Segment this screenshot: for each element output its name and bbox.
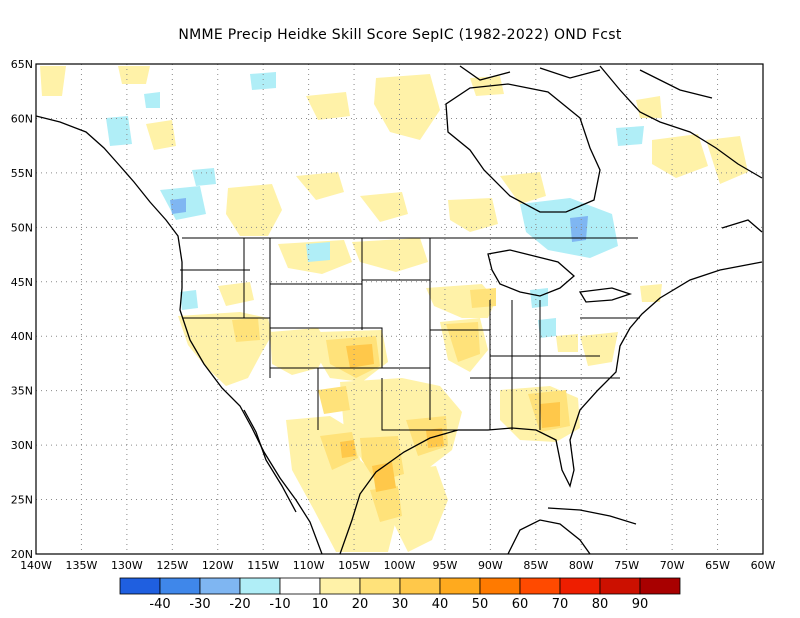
map-title: NMME Precip Heidke Skill Score SepIC (19… (178, 27, 622, 43)
lat-tick-label: 30N (11, 439, 33, 452)
cuba (547, 507, 637, 525)
colorbar-swatch (599, 577, 641, 595)
lon-tick-label: 110W (293, 559, 325, 572)
colorbar-swatch (159, 577, 201, 595)
colorbar-swatch (479, 577, 521, 595)
lat-tick-label: 35N (11, 385, 33, 398)
gulf-coast (339, 261, 763, 554)
colorbar-swatch (559, 577, 601, 595)
lat-tick-label: 55N (11, 167, 33, 180)
lon-tick-label: 95W (433, 559, 458, 572)
colorbar-swatch (399, 577, 441, 595)
colorbar-label: 60 (512, 597, 529, 612)
colorbar-swatch (199, 577, 241, 595)
colorbar-swatch (319, 577, 361, 595)
arctic-islands (459, 65, 713, 99)
colorbar (119, 577, 681, 595)
newfoundland (721, 219, 763, 233)
colorbar-label: -30 (189, 597, 210, 612)
latitude-ticks: 65N 60N 55N 50N 45N 40N 35N 30N 25N 20N (11, 58, 33, 561)
colorbar-label: -10 (269, 597, 290, 612)
lon-tick-label: 135W (66, 559, 98, 572)
lat-tick-label: 60N (11, 112, 33, 125)
colorbar-label: 80 (592, 597, 609, 612)
lat-tick-label: 40N (11, 330, 33, 343)
colorbar-swatch (239, 577, 281, 595)
lon-tick-label: 125W (156, 559, 188, 572)
colorbar-label: 20 (352, 597, 369, 612)
west-coast (36, 115, 323, 554)
colorbar-labels: -40 -30 -20 -10 10 20 30 40 50 60 70 80 90 (149, 597, 648, 612)
lat-tick-label: 45N (11, 276, 33, 289)
lon-tick-label: 80W (569, 559, 594, 572)
colorbar-label: 70 (552, 597, 569, 612)
lon-tick-label: 140W (20, 559, 52, 572)
colorbar-label: 90 (632, 597, 649, 612)
baja-peninsula (243, 409, 297, 513)
lon-tick-label: 90W (478, 559, 503, 572)
lon-tick-label: 120W (202, 559, 234, 572)
colorbar-label: 10 (312, 597, 329, 612)
lon-tick-label: 85W (523, 559, 548, 572)
yucatan (507, 519, 591, 554)
lat-tick-label: 20N (11, 548, 33, 561)
colorbar-label: -20 (229, 597, 250, 612)
colorbar-swatch (279, 577, 321, 595)
colorbar-swatch (359, 577, 401, 595)
lon-tick-label: 100W (384, 559, 416, 572)
colorbar-swatch (519, 577, 561, 595)
lon-tick-label: 105W (338, 559, 370, 572)
shading-10-20 (40, 66, 748, 552)
colorbar-swatch (639, 577, 681, 595)
colorbar-label: 40 (432, 597, 449, 612)
lon-tick-label: 65W (705, 559, 730, 572)
colorbar-label: 30 (392, 597, 409, 612)
hudson-bay (445, 83, 601, 213)
shading-minus20-30 (170, 198, 588, 242)
colorbar-label: 50 (472, 597, 489, 612)
state-borders (180, 237, 640, 431)
colorbar-swatch (439, 577, 481, 595)
lat-tick-label: 25N (11, 494, 33, 507)
lat-tick-label: 50N (11, 221, 33, 234)
shading-30-40 (340, 344, 560, 492)
lon-tick-label: 75W (614, 559, 639, 572)
colorbar-label: -40 (149, 597, 170, 612)
skill-shading (40, 66, 748, 552)
shading-minus10-20 (106, 72, 644, 338)
colorbar-swatch (119, 577, 161, 595)
longitude-ticks: 140W 135W 130W 125W 120W 115W 110W 105W 100W 95W 9… (20, 559, 775, 572)
map-frame (35, 63, 764, 555)
lon-tick-label: 60W (751, 559, 776, 572)
labrador-coast (599, 65, 763, 179)
map-outlines (36, 65, 763, 554)
lon-tick-label: 70W (660, 559, 685, 572)
lon-tick-label: 115W (247, 559, 279, 572)
lon-tick-label: 130W (111, 559, 143, 572)
lat-tick-label: 65N (11, 58, 33, 71)
great-lakes (487, 249, 633, 303)
